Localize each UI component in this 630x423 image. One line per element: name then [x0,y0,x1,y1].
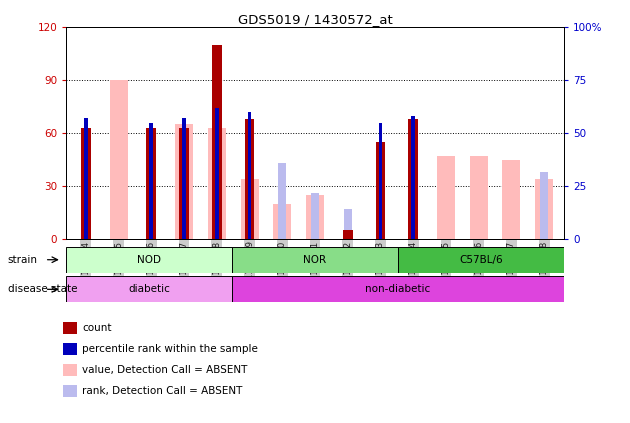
Bar [470,156,488,239]
Bar [379,123,382,239]
Text: NOD: NOD [137,255,161,265]
Text: rank, Detection Call = ABSENT: rank, Detection Call = ABSENT [82,386,243,396]
Bar [146,128,156,239]
Bar [215,108,219,239]
Text: value, Detection Call = ABSENT: value, Detection Call = ABSENT [82,365,247,375]
Bar [66,276,232,302]
Bar [208,128,226,239]
Bar [343,209,352,239]
Text: strain: strain [8,255,38,265]
Bar [411,116,415,239]
Text: percentile rank within the sample: percentile rank within the sample [82,344,258,354]
Bar [540,172,548,239]
Bar [408,119,418,239]
Text: NOR: NOR [304,255,326,265]
Title: GDS5019 / 1430572_at: GDS5019 / 1430572_at [238,14,392,26]
Text: C57BL/6: C57BL/6 [459,255,503,265]
Bar [212,45,222,239]
Bar [110,80,127,239]
Bar [179,128,189,239]
Bar [398,247,564,273]
Bar [241,179,258,239]
Bar [232,276,564,302]
Text: disease state: disease state [8,284,77,294]
Bar [536,179,553,239]
Text: count: count [82,323,112,333]
Bar [149,123,153,239]
Bar [278,163,287,239]
Bar [81,128,91,239]
Bar [306,195,324,239]
Bar [66,247,232,273]
Bar [311,193,319,239]
Bar [244,119,255,239]
Bar [343,230,353,239]
Bar [175,124,193,239]
Bar [375,142,386,239]
Bar [248,112,251,239]
Bar [437,156,455,239]
Text: diabetic: diabetic [128,284,170,294]
Text: non-diabetic: non-diabetic [365,284,430,294]
Bar [232,247,398,273]
Bar [273,204,291,239]
Bar [84,118,88,239]
Bar [503,160,520,239]
Bar [182,118,186,239]
